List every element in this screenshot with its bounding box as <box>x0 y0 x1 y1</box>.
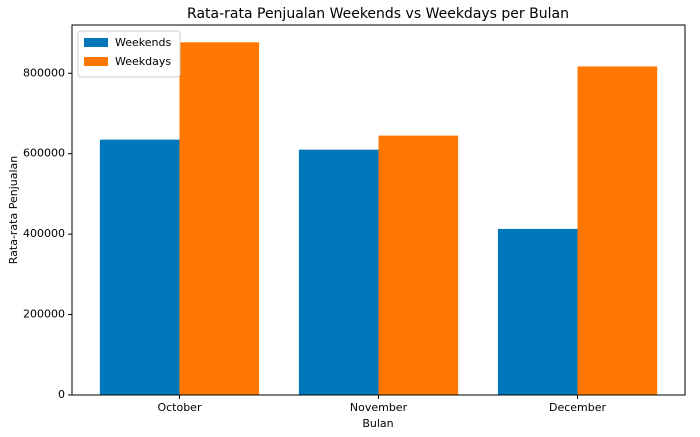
legend-swatch <box>84 38 108 47</box>
y-tick-label: 0 <box>58 388 65 401</box>
chart-title: Rata-rata Penjualan Weekends vs Weekdays… <box>187 6 569 22</box>
x-axis-label: Bulan <box>362 417 393 430</box>
bar <box>497 228 578 395</box>
y-tick-label: 800000 <box>23 66 65 79</box>
y-tick-label: 400000 <box>23 227 65 240</box>
legend-swatch <box>84 57 108 66</box>
bar <box>577 66 658 395</box>
legend-label: Weekends <box>115 36 171 49</box>
x-tick-label: December <box>549 401 607 414</box>
y-tick-label: 600000 <box>23 147 65 160</box>
bar <box>99 139 180 395</box>
y-tick-label: 200000 <box>23 308 65 321</box>
bar <box>378 135 459 395</box>
bar <box>298 149 379 395</box>
bar <box>179 42 260 395</box>
legend-label: Weekdays <box>115 55 171 68</box>
x-tick-label: November <box>350 401 408 414</box>
y-axis-label: Rata-rata Penjualan <box>7 156 20 265</box>
x-tick-label: October <box>157 401 201 414</box>
plot-frame <box>71 24 686 396</box>
